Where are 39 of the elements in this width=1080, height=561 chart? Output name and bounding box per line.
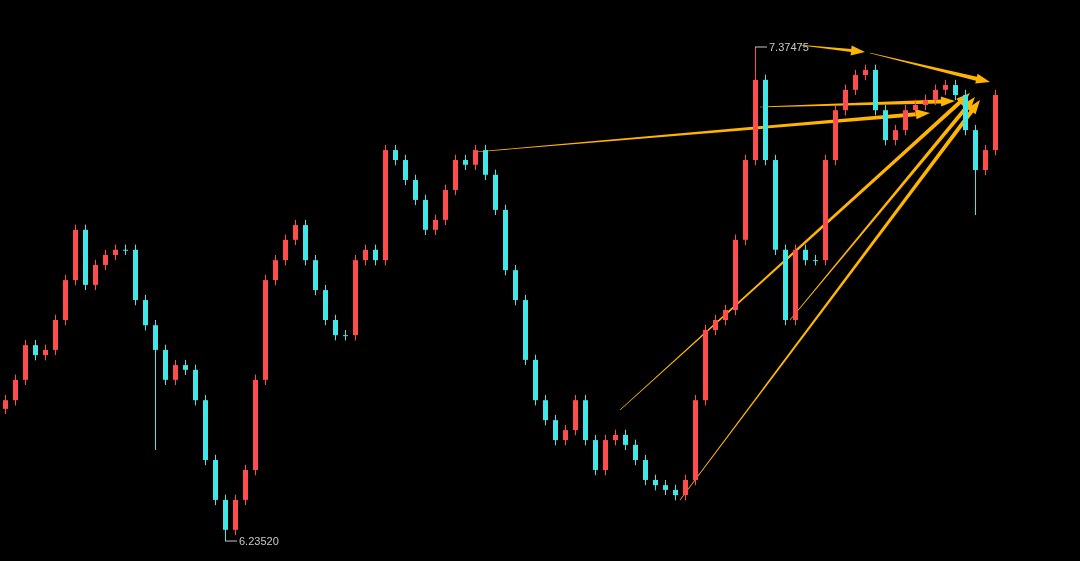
candlestick [563, 424, 568, 446]
candlestick [403, 154, 408, 186]
candlestick [553, 414, 558, 446]
candlestick [363, 244, 368, 266]
candlestick [273, 254, 278, 286]
candlestick [893, 124, 898, 146]
candlestick [393, 144, 398, 166]
candlestick [433, 214, 438, 236]
annotation: 7.37475 [769, 40, 809, 53]
candlestick [33, 339, 38, 361]
candlestick [473, 144, 478, 171]
candlestick [983, 144, 988, 176]
annotation: 6.23520 [239, 534, 279, 547]
candlestick [373, 244, 378, 266]
candlestick [803, 244, 808, 266]
candlestick [343, 329, 348, 341]
candlestick [633, 439, 638, 466]
candlestick [623, 429, 628, 451]
candlestick [843, 84, 848, 116]
candlestick [13, 374, 18, 406]
candlestick [333, 314, 338, 341]
candlestick [543, 394, 548, 426]
candlestick [953, 79, 958, 101]
candlestick [93, 259, 98, 291]
candlestick [123, 244, 128, 256]
candlestick [853, 69, 858, 96]
candlestick [933, 84, 938, 106]
candlestick [683, 474, 688, 501]
candlestick [643, 454, 648, 486]
candlestick [173, 359, 178, 386]
candlestick [3, 394, 8, 415]
candlestick [283, 234, 288, 266]
candlestick [723, 304, 728, 326]
candlestick [293, 219, 298, 246]
candlestick [903, 104, 908, 136]
candlestick [713, 314, 718, 336]
candlestick [103, 249, 108, 271]
candlestick [413, 174, 418, 206]
candlestick [813, 254, 818, 266]
